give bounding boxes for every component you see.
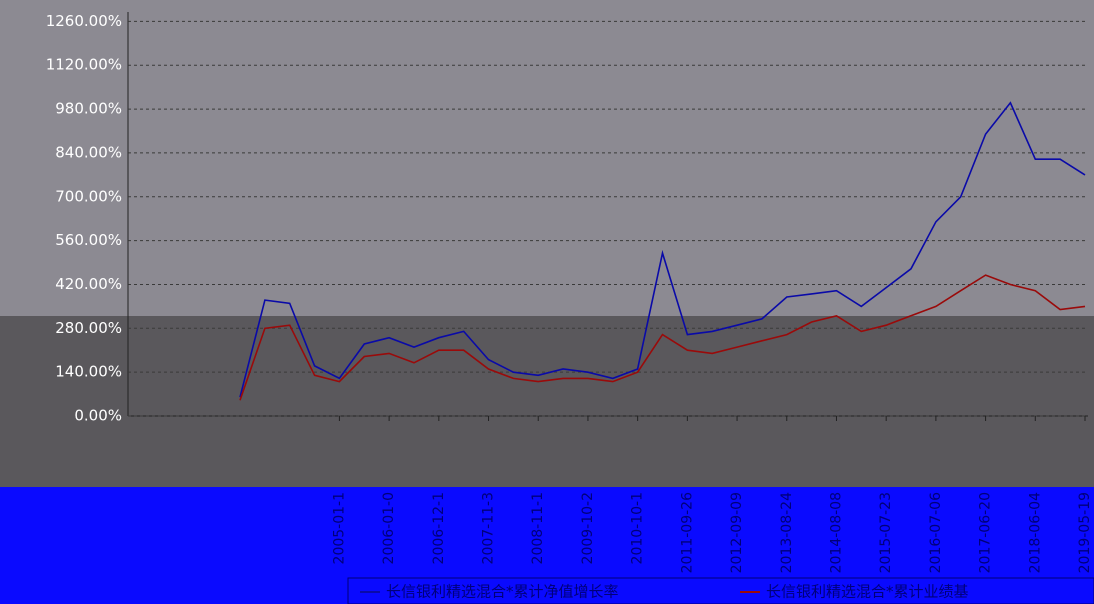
legend-box	[347, 577, 1094, 604]
legend-label: 长信银利精选混合*累计业绩基	[766, 583, 969, 601]
x-tick-label: 2006-01-0	[381, 492, 397, 564]
x-tick-label: 2009-10-2	[580, 492, 596, 564]
series-line	[239, 274, 1086, 401]
y-tick-label: 0.00%	[74, 407, 122, 425]
x-tick-label: 2008-11-1	[530, 492, 546, 564]
y-tick-label: 1120.00%	[46, 56, 122, 74]
y-tick-label: 420.00%	[55, 275, 122, 293]
y-tick-label: 560.00%	[55, 231, 122, 249]
lower-background	[0, 316, 1094, 487]
y-tick-label: 1260.00%	[46, 12, 122, 30]
y-tick-label: 140.00%	[55, 363, 122, 381]
y-tick-label: 700.00%	[55, 187, 122, 205]
x-tick-label: 2005-01-1	[331, 492, 347, 564]
x-tick-label: 2015-07-23	[878, 492, 894, 573]
x-tick-label: 2014-08-08	[828, 492, 844, 573]
x-tick-label: 2012-09-09	[729, 492, 745, 573]
series-line	[239, 101, 1086, 398]
x-tick-label: 2010-10-1	[630, 492, 646, 564]
x-tick-label: 2013-08-24	[779, 492, 795, 573]
x-tick-label: 2018-06-04	[1027, 492, 1043, 573]
y-tick-label: 280.00%	[55, 319, 122, 337]
y-tick-label: 840.00%	[55, 143, 122, 161]
y-tick-label: 980.00%	[55, 100, 122, 118]
x-tick-label: 2017-06-20	[978, 492, 994, 573]
x-tick-label: 2016-07-06	[928, 492, 944, 573]
legend-label: 长信银利精选混合*累计净值增长率	[386, 583, 619, 601]
legend: 长信银利精选混合*累计净值增长率 长信银利精选混合*累计业绩基	[347, 577, 1094, 604]
x-tick-label: 2007-11-3	[481, 492, 497, 564]
x-tick-label: 2019-05-19	[1077, 492, 1093, 573]
x-tick-label: 2006-12-1	[431, 492, 447, 564]
x-tick-label: 2011-09-26	[679, 492, 695, 573]
